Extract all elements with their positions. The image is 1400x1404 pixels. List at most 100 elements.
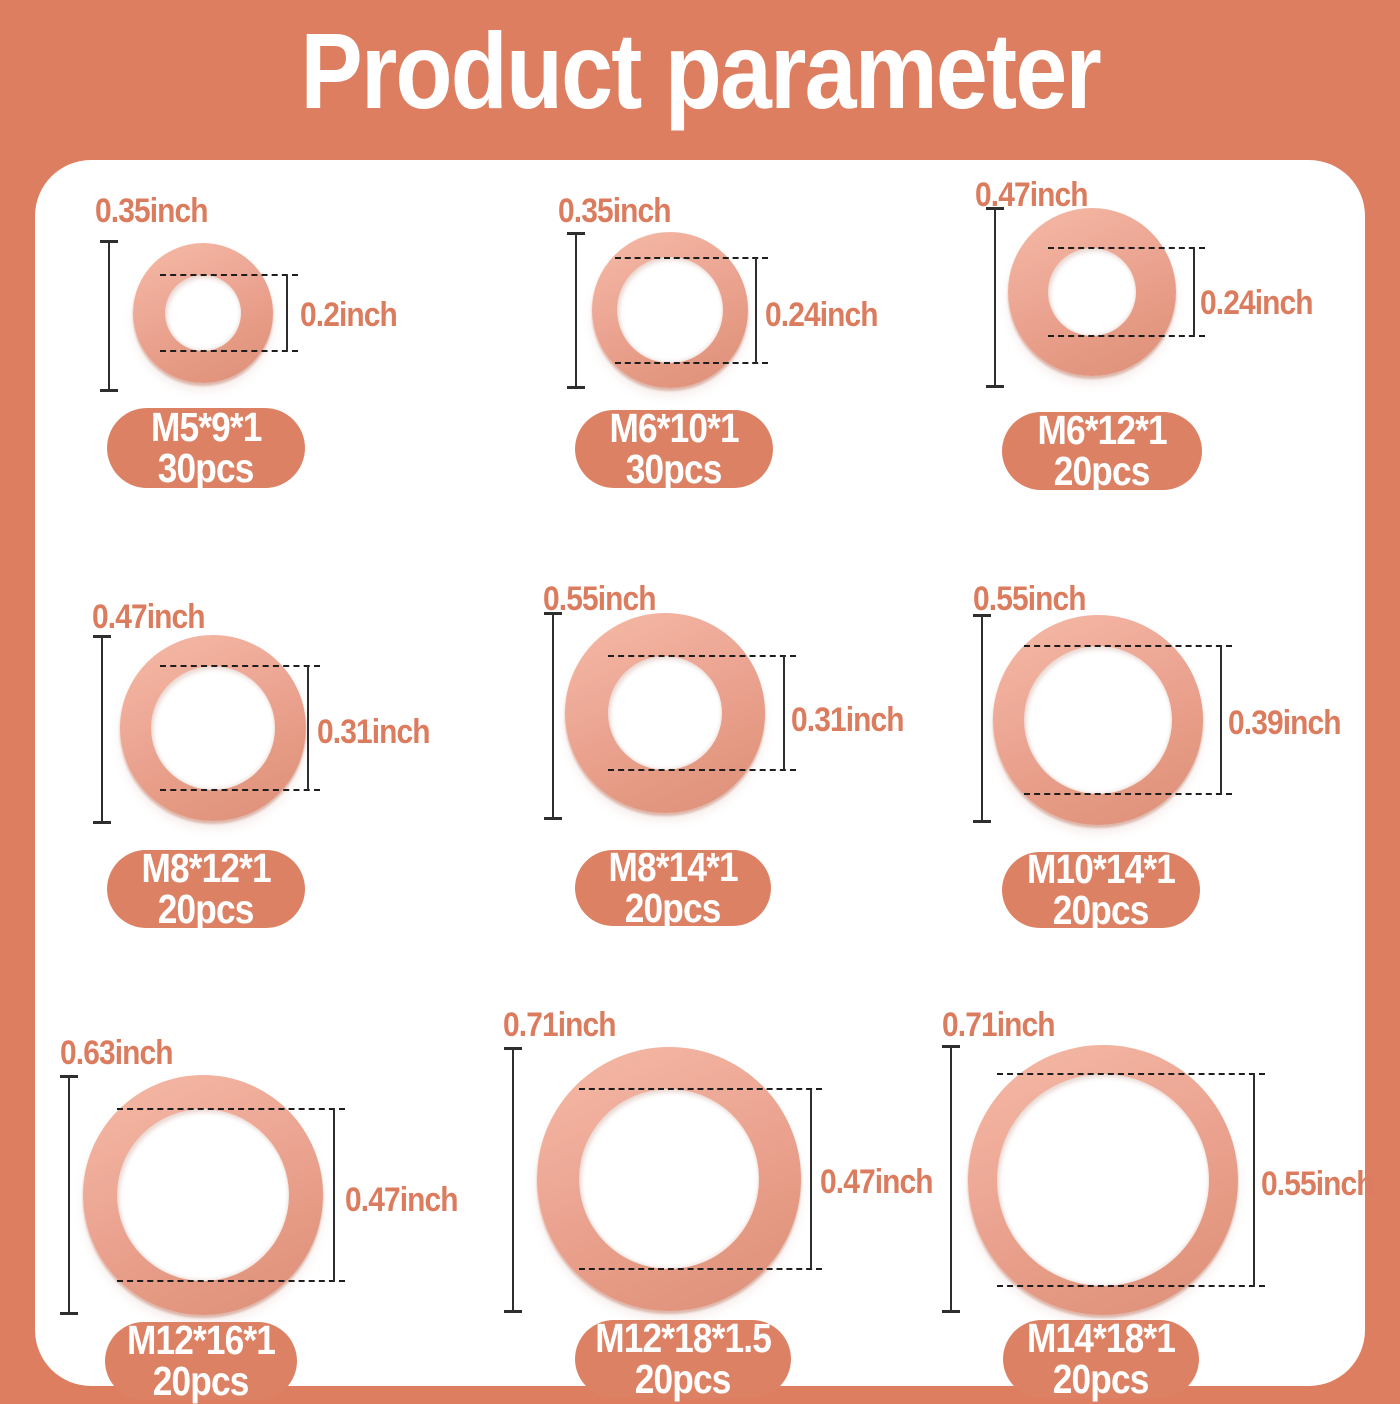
- outer-diameter-label: 0.47inch: [92, 598, 206, 636]
- washer-hole: [165, 275, 241, 351]
- inner-dimension-line: [333, 1109, 335, 1281]
- outer-diameter-label: 0.35inch: [95, 192, 209, 230]
- badge-qty: 30pcs: [626, 446, 723, 492]
- badge-qty: 20pcs: [153, 1358, 250, 1404]
- washer-hole: [617, 257, 723, 363]
- washer-hole: [579, 1089, 759, 1269]
- badge-size: M6*12*1: [1037, 407, 1167, 453]
- inner-dimension-dash-bottom: [608, 769, 796, 771]
- inner-dimension-line: [1253, 1074, 1255, 1286]
- page-title: Product parameter: [0, 10, 1400, 132]
- badge-size: M10*14*1: [1026, 846, 1176, 892]
- inner-dimension-dash-top: [615, 257, 768, 259]
- size-badge: M12*18*1.5 20pcs: [575, 1315, 791, 1402]
- inner-dimension-dash-top: [117, 1108, 345, 1110]
- size-badge: M5*9*1 30pcs: [107, 404, 305, 491]
- inner-dimension-line: [810, 1089, 812, 1269]
- badge-qty: 20pcs: [625, 885, 722, 931]
- inner-dimension-dash-bottom: [160, 350, 298, 352]
- badge-qty: 20pcs: [1053, 887, 1150, 933]
- badge-qty: 20pcs: [635, 1356, 732, 1402]
- washer-image: [537, 1047, 801, 1311]
- outer-diameter-label: 0.71inch: [942, 1006, 1056, 1044]
- inner-dimension-line: [286, 275, 288, 351]
- washer-image: [565, 613, 765, 813]
- badge-qty: 20pcs: [1054, 448, 1151, 494]
- washer-hole: [608, 656, 722, 770]
- inner-diameter-label: 0.31inch: [791, 701, 905, 739]
- badge-size: M8*12*1: [141, 845, 271, 891]
- outer-dimension-line: [544, 612, 562, 820]
- size-badge: M6*12*1 20pcs: [1002, 407, 1202, 494]
- inner-dimension-line: [1220, 646, 1222, 794]
- inner-dimension-dash-top: [1024, 645, 1232, 647]
- badge-size: M5*9*1: [150, 404, 262, 450]
- badge-size: M12*16*1: [126, 1317, 276, 1363]
- size-badge: M10*14*1 20pcs: [1002, 846, 1200, 933]
- inner-dimension-dash-top: [608, 655, 796, 657]
- outer-dimension-line: [942, 1045, 960, 1313]
- washer-hole: [1048, 248, 1136, 336]
- washer-image: [993, 615, 1203, 825]
- outer-dimension-line: [986, 207, 1004, 388]
- washer-image: [592, 232, 748, 388]
- outer-diameter-label: 0.71inch: [503, 1006, 617, 1044]
- size-badge: M8*14*1 20pcs: [575, 844, 771, 931]
- washer-hole: [151, 666, 275, 790]
- inner-diameter-label: 0.24inch: [1200, 284, 1314, 322]
- badge-qty: 20pcs: [158, 886, 255, 932]
- outer-dimension-line: [93, 635, 111, 824]
- washer-image: [1008, 208, 1176, 376]
- inner-dimension-dash-top: [1048, 247, 1205, 249]
- inner-diameter-label: 0.31inch: [317, 713, 431, 751]
- badge-size: M6*10*1: [609, 405, 739, 451]
- size-badge: M12*16*1 20pcs: [105, 1317, 297, 1404]
- washer-image: [83, 1075, 323, 1315]
- inner-diameter-label: 0.47inch: [820, 1163, 934, 1201]
- outer-dimension-line: [973, 614, 991, 823]
- outer-diameter-label: 0.63inch: [60, 1034, 174, 1072]
- inner-diameter-label: 0.24inch: [765, 296, 879, 334]
- inner-dimension-dash-top: [579, 1088, 822, 1090]
- washer-image: [120, 635, 306, 821]
- outer-dimension-line: [567, 232, 585, 389]
- washer-image: [968, 1045, 1238, 1315]
- washer-hole: [117, 1109, 289, 1281]
- outer-dimension-line: [60, 1075, 78, 1315]
- badge-size: M8*14*1: [608, 844, 738, 890]
- inner-dimension-dash-bottom: [160, 789, 320, 791]
- badge-size: M14*18*1: [1026, 1315, 1176, 1361]
- badge-qty: 20pcs: [1053, 1356, 1150, 1402]
- inner-dimension-line: [755, 258, 757, 363]
- inner-diameter-label: 0.2inch: [300, 296, 398, 334]
- inner-diameter-label: 0.47inch: [345, 1181, 459, 1219]
- badge-size: M12*18*1.5: [595, 1315, 772, 1361]
- outer-diameter-label: 0.55inch: [543, 580, 657, 618]
- inner-dimension-dash-top: [160, 274, 298, 276]
- washer-hole: [997, 1074, 1209, 1286]
- inner-diameter-label: 0.39inch: [1228, 704, 1342, 742]
- inner-dimension-dash-bottom: [1048, 335, 1205, 337]
- size-badge: M14*18*1 20pcs: [1003, 1315, 1199, 1402]
- inner-dimension-dash-bottom: [117, 1280, 345, 1282]
- size-badge: M6*10*1 30pcs: [575, 405, 773, 492]
- page-title-text: Product parameter: [300, 11, 1101, 132]
- washer-image: [133, 243, 273, 383]
- inner-dimension-line: [307, 666, 309, 790]
- inner-dimension-dash-top: [997, 1073, 1265, 1075]
- size-badge: M8*12*1 20pcs: [107, 845, 305, 932]
- inner-dimension-line: [1193, 248, 1195, 336]
- inner-dimension-dash-top: [160, 665, 320, 667]
- inner-dimension-dash-bottom: [579, 1268, 822, 1270]
- inner-dimension-dash-bottom: [1024, 793, 1232, 795]
- inner-dimension-line: [783, 656, 785, 770]
- outer-dimension-line: [100, 240, 118, 392]
- badge-qty: 30pcs: [158, 445, 255, 491]
- outer-dimension-line: [504, 1047, 522, 1313]
- outer-diameter-label: 0.35inch: [558, 192, 672, 230]
- washer-hole: [1024, 646, 1172, 794]
- outer-diameter-label: 0.55inch: [973, 580, 1087, 618]
- inner-dimension-dash-bottom: [615, 362, 768, 364]
- inner-diameter-label: 0.55inch: [1261, 1165, 1375, 1203]
- inner-dimension-dash-bottom: [997, 1285, 1265, 1287]
